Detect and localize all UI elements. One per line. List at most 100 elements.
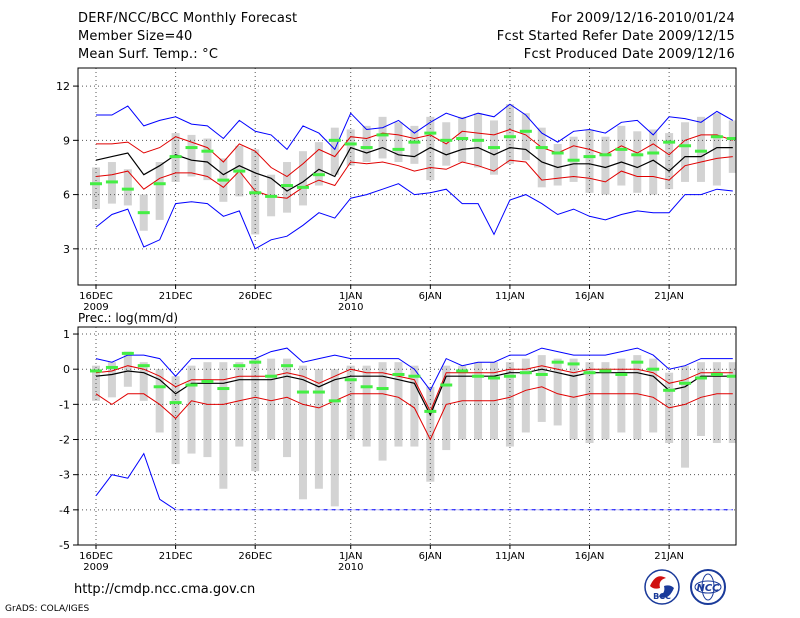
precipitation-median-tick — [328, 399, 341, 403]
temperature-median-tick — [153, 182, 166, 186]
temperature-x-tick-label: 1JAN — [339, 291, 362, 302]
precipitation-y-tick-label: -3 — [59, 469, 70, 482]
precipitation-member-box — [378, 362, 387, 461]
precipitation-x-tick-label: 6JAN — [419, 551, 442, 562]
precipitation-member-box — [505, 362, 514, 447]
temperature-median-tick — [137, 211, 150, 215]
precipitation-member-box — [712, 362, 721, 444]
precipitation-member-box — [585, 362, 594, 444]
temperature-median-tick — [312, 173, 325, 177]
precipitation-member-box — [649, 358, 658, 433]
figure-title: DERF/NCC/BCC Monthly Forecast — [78, 11, 298, 26]
precipitation-median-tick — [265, 374, 278, 378]
temperature-median-tick — [679, 144, 692, 148]
precipitation-member-box — [362, 365, 371, 447]
precipitation-median-tick — [599, 369, 612, 373]
precipitation-member-box — [426, 386, 435, 482]
precipitation-median-tick — [137, 364, 150, 368]
temperature-median-tick — [376, 133, 389, 137]
temperature-median-tick — [583, 155, 596, 159]
ncc-logo: NCC — [690, 569, 726, 605]
temperature-median-tick — [456, 137, 469, 141]
temperature-member-box — [314, 142, 323, 186]
precipitation-median-tick — [647, 367, 660, 371]
grads-credit: GrADS: COLA/IGES — [5, 604, 90, 614]
precipitation-median-tick — [281, 364, 294, 368]
precipitation-median-tick — [392, 372, 405, 376]
temperature-member-box — [665, 133, 674, 190]
precipitation-series-min — [95, 452, 733, 511]
temperature-median-tick — [344, 142, 357, 146]
precipitation-member-box — [681, 365, 690, 468]
temperature-median-tick — [647, 151, 660, 155]
temperature-member-box — [155, 162, 164, 220]
temperature-member-box — [521, 113, 530, 161]
precipitation-member-box — [553, 358, 562, 426]
precipitation-x-tick-label: 21DEC — [159, 551, 193, 562]
precipitation-panel-title: Prec.: log(mm/d) — [78, 311, 178, 325]
temperature-series-max — [96, 103, 734, 151]
precipitation-x-tick-label: 16DEC — [79, 551, 113, 562]
temperature-median-tick — [201, 149, 214, 153]
precipitation-member-box — [203, 362, 212, 458]
precipitation-y-tick-label: -2 — [59, 434, 70, 447]
precipitation-x-tick-label: 26DEC — [238, 551, 272, 562]
temperature-member-box — [298, 151, 307, 206]
temperature-x-tick-label: 21DEC — [159, 291, 193, 302]
precipitation-median-tick — [312, 390, 325, 394]
temperature-x-tick-year: 2010 — [338, 302, 363, 313]
agency-logos: BCC NCC — [644, 569, 726, 605]
precipitation-median-tick — [535, 372, 548, 376]
precipitation-y-tick-label: 1 — [63, 328, 70, 341]
temperature-member-box — [362, 125, 371, 163]
precipitation-median-tick — [551, 360, 564, 364]
precipitation-median-tick — [376, 387, 389, 391]
precipitation-member-box — [171, 376, 180, 465]
temperature-median-tick — [440, 138, 453, 142]
precipitation-member-box — [617, 358, 626, 433]
temperature-median-tick — [281, 184, 294, 188]
temperature-median-tick — [105, 180, 118, 184]
precipitation-member-box — [283, 358, 292, 458]
precipitation-median-tick — [360, 385, 373, 389]
precipitation-member-box — [410, 365, 419, 447]
precipitation-series-max — [95, 347, 733, 392]
temperature-member-box — [585, 129, 594, 193]
temperature-member-box — [649, 129, 658, 195]
precipitation-y-tick-label: -1 — [59, 398, 70, 411]
precipitation-median-tick — [169, 401, 182, 405]
temperature-median-tick — [296, 185, 309, 189]
precipitation-median-tick — [456, 369, 469, 373]
precipitation-x-tick-year: 2009 — [83, 562, 108, 573]
temperature-member-box — [203, 138, 212, 181]
precipitation-y-tick-label: -4 — [59, 504, 70, 517]
precipitation-x-tick-label: 1JAN — [339, 551, 362, 562]
precipitation-member-box — [139, 362, 148, 401]
precipitation-median-tick — [90, 369, 102, 373]
temperature-member-box — [633, 131, 642, 193]
temperature-median-tick — [169, 155, 182, 159]
temperature-median-tick — [488, 146, 500, 150]
precipitation-median-tick — [472, 374, 485, 378]
temperature-x-tick-label: 11JAN — [495, 291, 525, 302]
temperature-median-tick — [360, 146, 373, 150]
precipitation-member-box — [601, 362, 610, 440]
precipitation-median-tick — [567, 362, 580, 366]
temperature-median-tick — [265, 194, 278, 198]
precipitation-x-tick-label: 21JAN — [654, 551, 684, 562]
temperature-member-box — [601, 136, 610, 195]
precipitation-median-tick — [408, 374, 421, 378]
precipitation-median-tick — [615, 372, 628, 376]
variable-label: Mean Surf. Temp.: °C — [78, 47, 219, 62]
temperature-member-box — [187, 134, 196, 177]
temperature-y-tick-label: 9 — [63, 134, 70, 147]
temperature-median-tick — [663, 140, 676, 144]
temperature-median-tick — [472, 138, 485, 142]
produced-date: Fcst Produced Date 2009/12/16 — [523, 47, 735, 62]
temperature-member-box — [505, 104, 514, 164]
precipitation-median-tick — [296, 390, 309, 394]
temperature-member-box — [712, 113, 721, 186]
bcc-logo-text: BCC — [653, 592, 671, 601]
precipitation-median-tick — [440, 383, 453, 387]
